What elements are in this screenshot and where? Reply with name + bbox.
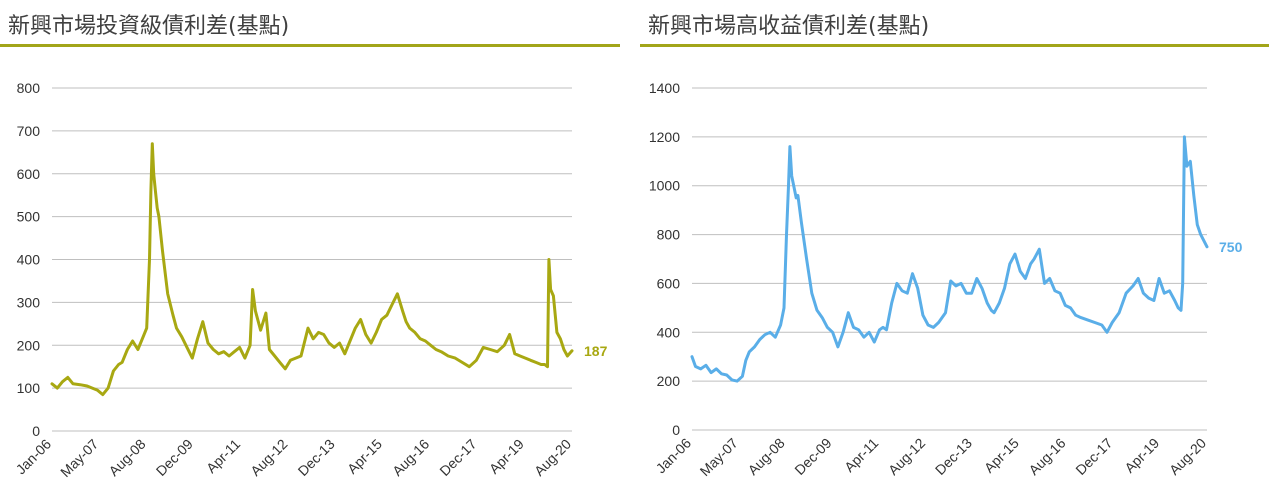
y-tick-label: 200 bbox=[17, 337, 41, 353]
y-tick-label: 1000 bbox=[649, 178, 680, 194]
x-tick-label: Jan-06 bbox=[13, 436, 55, 478]
ig-spread-panel: 新興市場投資級債利差(基點) 0 100 200 300 400 500 600 700 800… bbox=[0, 0, 620, 495]
title-rule bbox=[640, 44, 1269, 47]
y-tick-label: 1200 bbox=[649, 129, 680, 145]
end-value-label: 750 bbox=[1219, 239, 1243, 255]
y-tick-label: 200 bbox=[657, 373, 681, 389]
x-tick-label: Aug-12 bbox=[247, 436, 290, 479]
x-tick-label: Aug-08 bbox=[745, 435, 788, 478]
x-tick-label: Apr-11 bbox=[203, 436, 243, 476]
end-value-label: 187 bbox=[584, 343, 608, 359]
chart-title: 新興市場高收益債利差(基點) bbox=[648, 14, 930, 39]
x-tick-label: Dec-13 bbox=[295, 436, 338, 479]
series-line bbox=[690, 135, 1209, 383]
x-tick-label: Apr-19 bbox=[486, 436, 527, 477]
y-tick-label: 1400 bbox=[649, 80, 680, 96]
x-tick-label: Dec-09 bbox=[153, 436, 196, 479]
x-tick-label: Dec-13 bbox=[932, 435, 975, 478]
x-tick-label: Dec-17 bbox=[1072, 435, 1115, 478]
x-tick-label: Apr-15 bbox=[981, 435, 1022, 476]
y-tick-label: 700 bbox=[17, 123, 41, 139]
hy-spread-panel: 新興市場高收益債利差(基點) 0 200 400 600 800 1000 1200 1400… bbox=[640, 0, 1269, 495]
y-tick-label: 0 bbox=[672, 422, 680, 438]
y-tick-label: 0 bbox=[32, 423, 40, 439]
x-tick-label: Aug-16 bbox=[389, 436, 432, 479]
x-tick-label: Aug-12 bbox=[885, 435, 928, 478]
y-tick-label: 300 bbox=[17, 294, 41, 310]
y-tick-label: 600 bbox=[17, 166, 41, 182]
y-tick-label: 800 bbox=[657, 227, 681, 243]
x-tick-label: May-07 bbox=[697, 435, 741, 479]
title-rule bbox=[0, 44, 620, 47]
x-tick-label: Aug-20 bbox=[1166, 435, 1209, 478]
x-tick-label: Dec-17 bbox=[436, 436, 479, 479]
x-tick-label: Apr-11 bbox=[841, 435, 881, 475]
series-line bbox=[50, 142, 574, 397]
y-tick-label: 800 bbox=[17, 80, 41, 96]
x-tick-label: Apr-19 bbox=[1121, 435, 1162, 476]
x-tick-label: Aug-08 bbox=[105, 436, 148, 479]
x-tick-label: Apr-15 bbox=[344, 436, 385, 477]
x-tick-label: May-07 bbox=[57, 436, 101, 480]
y-tick-label: 600 bbox=[657, 275, 681, 291]
y-tick-label: 400 bbox=[17, 252, 41, 268]
x-tick-label: Jan-06 bbox=[653, 435, 695, 477]
chart-title: 新興市場投資級債利差(基點) bbox=[8, 14, 290, 39]
x-tick-label: Dec-09 bbox=[791, 435, 834, 478]
y-tick-label: 500 bbox=[17, 209, 41, 225]
y-tick-label: 400 bbox=[657, 324, 681, 340]
y-tick-label: 100 bbox=[17, 380, 41, 396]
x-tick-label: Aug-16 bbox=[1025, 435, 1068, 478]
x-tick-label: Aug-20 bbox=[531, 436, 574, 479]
